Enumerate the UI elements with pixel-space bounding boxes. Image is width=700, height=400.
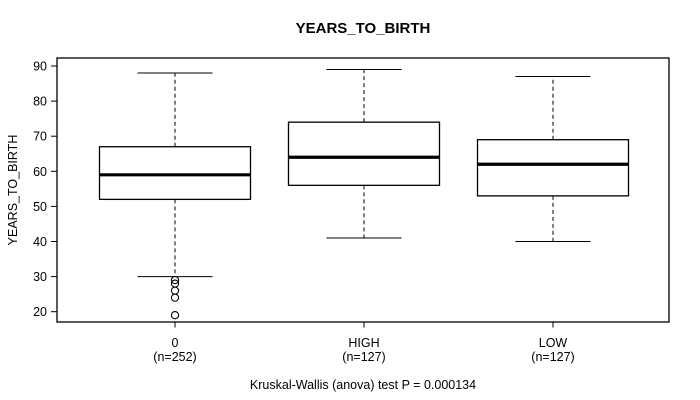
chart-title: YEARS_TO_BIRTH	[296, 20, 431, 37]
x-tick-n-label: (n=127)	[342, 350, 385, 364]
x-tick-n-label: (n=252)	[153, 350, 196, 364]
x-tick-label: LOW	[539, 336, 568, 350]
x-tick-label: 0	[172, 336, 179, 350]
y-tick-label: 40	[33, 235, 47, 249]
iqr-box	[287, 121, 441, 186]
y-tick-label: 80	[33, 95, 47, 109]
x-tick-n-label: (n=127)	[531, 350, 574, 364]
y-tick-label: 50	[33, 200, 47, 214]
outlier-point	[170, 275, 180, 285]
plot-area: 20304050607080900(n=252)HIGH(n=127)LOW(n…	[33, 57, 670, 364]
y-tick-label: 70	[33, 130, 47, 144]
iqr-box	[98, 146, 252, 201]
y-tick-label: 60	[33, 165, 47, 179]
plot-frame	[56, 57, 670, 323]
y-tick-label: 90	[33, 60, 47, 74]
stat-test-annotation: Kruskal-Wallis (anova) test P = 0.000134	[250, 378, 476, 392]
y-axis-label: YEARS_TO_BIRTH	[6, 135, 20, 246]
outlier-point	[170, 311, 180, 320]
y-tick-label: 20	[33, 305, 47, 319]
outlier-point	[170, 286, 180, 295]
iqr-box	[476, 139, 630, 197]
outlier-point	[170, 293, 180, 302]
y-tick-label: 30	[33, 270, 47, 284]
x-tick-label: HIGH	[348, 336, 379, 350]
